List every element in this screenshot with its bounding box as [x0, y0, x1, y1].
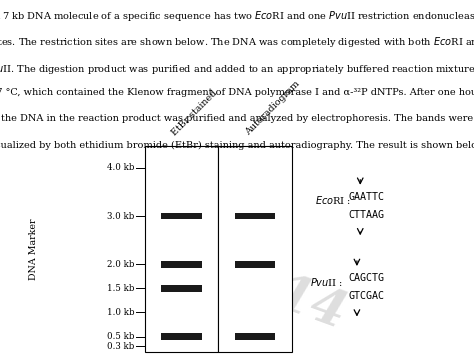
- Text: 4.0 kb: 4.0 kb: [107, 164, 134, 173]
- Text: 2.0 kb: 2.0 kb: [107, 260, 134, 269]
- Bar: [218, 146, 292, 352]
- Text: Autoradiogram: Autoradiogram: [244, 79, 301, 137]
- Bar: [145, 146, 218, 352]
- Text: 1.5 kb: 1.5 kb: [107, 284, 134, 293]
- Bar: [161, 333, 201, 340]
- Text: 0.3 kb: 0.3 kb: [107, 342, 134, 351]
- Bar: [161, 261, 201, 268]
- Text: A 7 kb DNA molecule of a specific sequence has two $\it{Eco}$RI and one $\it{Pvu: A 7 kb DNA molecule of a specific sequen…: [0, 9, 474, 23]
- Text: 0.5 kb: 0.5 kb: [107, 332, 134, 341]
- Text: the DNA in the reaction product was purified and analyzed by electrophoresis. Th: the DNA in the reaction product was puri…: [1, 114, 473, 123]
- Bar: [235, 213, 275, 219]
- Text: 1.0 kb: 1.0 kb: [107, 308, 134, 317]
- Bar: [235, 261, 275, 268]
- Text: sites. The restriction sites are shown below. The DNA was completely digested wi: sites. The restriction sites are shown b…: [0, 35, 474, 49]
- Text: 3.0 kb: 3.0 kb: [107, 212, 134, 221]
- Bar: [161, 213, 201, 219]
- Text: $\it{Pvu}$II :: $\it{Pvu}$II :: [310, 275, 343, 288]
- Bar: [161, 285, 201, 292]
- Text: EtBr stained: EtBr stained: [170, 88, 219, 137]
- Text: CTTAAG: CTTAAG: [348, 210, 384, 220]
- Bar: [235, 333, 275, 340]
- Text: $\it{Pvu}$II. The digestion product was purified and added to an appropriately b: $\it{Pvu}$II. The digestion product was …: [0, 62, 474, 76]
- Text: 37 °C, which contained the Klenow fragment of DNA polymerase I and α-³²P dNTPs. : 37 °C, which contained the Klenow fragme…: [0, 88, 474, 97]
- Text: DNA Marker: DNA Marker: [29, 218, 37, 280]
- Text: © 2014: © 2014: [141, 223, 352, 340]
- Text: GAATTC: GAATTC: [348, 192, 384, 202]
- Text: $\it{Eco}$RI :: $\it{Eco}$RI :: [315, 194, 351, 206]
- Text: visualized by both ethidium bromide (EtBr) staining and autoradiography. The res: visualized by both ethidium bromide (EtB…: [0, 141, 474, 150]
- Text: CAGCTG: CAGCTG: [348, 273, 384, 283]
- Text: GTCGAC: GTCGAC: [348, 291, 384, 301]
